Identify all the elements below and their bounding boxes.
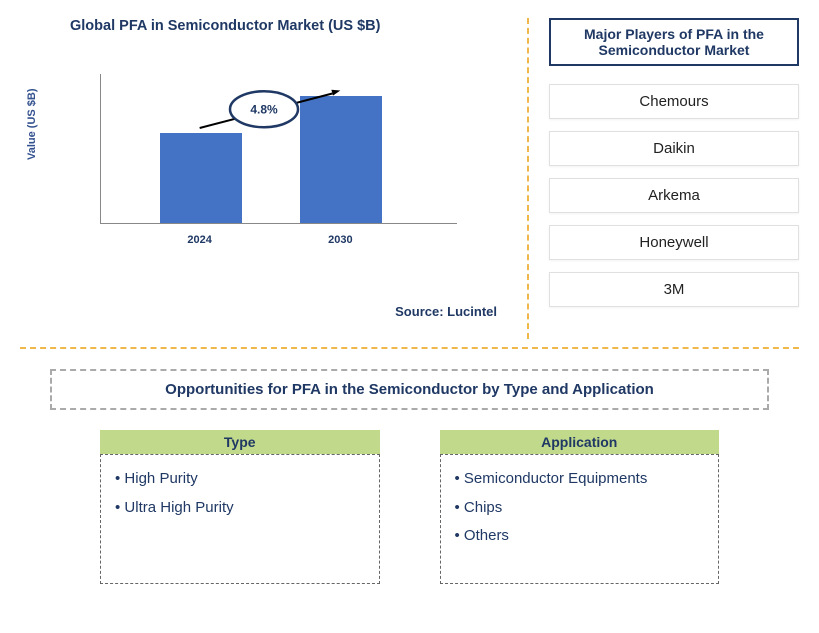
opps-box-type: High PurityUltra High Purity <box>100 454 380 584</box>
x-label-2024: 2024 <box>187 234 211 246</box>
x-label-2030: 2030 <box>328 234 352 246</box>
y-axis-label: Value (US $B) <box>26 88 38 160</box>
opps-col-type: TypeHigh PurityUltra High Purity <box>100 430 380 584</box>
bar-chart: Value (US $B) 20242030 4.8% <box>40 74 507 254</box>
horizontal-divider <box>20 347 799 349</box>
opps-item: High Purity <box>115 465 365 494</box>
players-title: Major Players of PFA in the Semiconducto… <box>549 18 799 66</box>
opps-item: Ultra High Purity <box>115 494 365 523</box>
chart-panel: Global PFA in Semiconductor Market (US $… <box>20 18 529 339</box>
opps-item: Semiconductor Equipments <box>455 465 705 494</box>
players-panel: Major Players of PFA in the Semiconducto… <box>549 18 799 339</box>
bar-2024 <box>160 133 242 223</box>
chart-source: Source: Lucintel <box>20 304 497 319</box>
player-3m: 3M <box>549 272 799 307</box>
opps-box-application: Semiconductor EquipmentsChipsOthers <box>440 454 720 584</box>
opps-col-application: ApplicationSemiconductor EquipmentsChips… <box>440 430 720 584</box>
chart-title: Global PFA in Semiconductor Market (US $… <box>70 18 507 34</box>
opps-header-application: Application <box>440 430 720 454</box>
player-chemours: Chemours <box>549 84 799 119</box>
chart-plot-area <box>100 74 457 224</box>
opps-header-type: Type <box>100 430 380 454</box>
player-honeywell: Honeywell <box>549 225 799 260</box>
player-arkema: Arkema <box>549 178 799 213</box>
opportunities-title: Opportunities for PFA in the Semiconduct… <box>50 369 769 410</box>
bar-2030 <box>300 96 382 224</box>
opps-item: Chips <box>455 494 705 523</box>
player-daikin: Daikin <box>549 131 799 166</box>
opps-item: Others <box>455 522 705 551</box>
